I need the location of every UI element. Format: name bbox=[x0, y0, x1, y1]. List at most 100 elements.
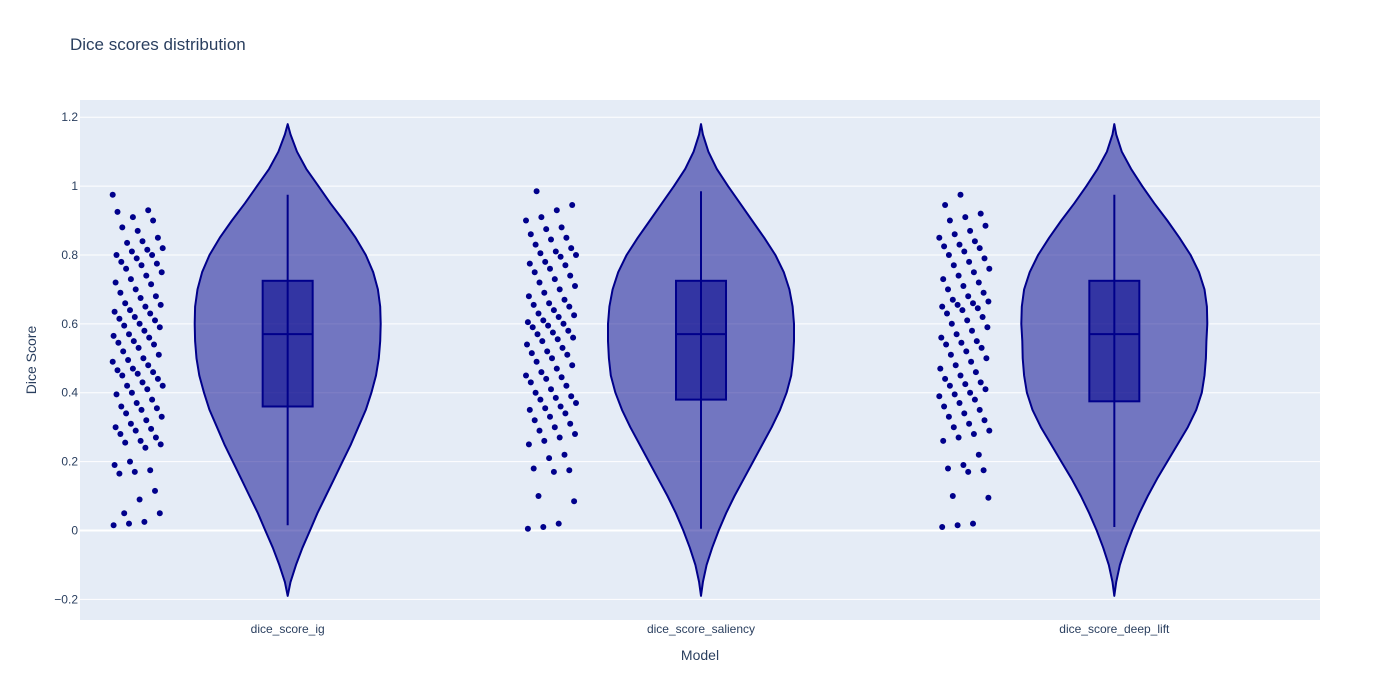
data-point bbox=[954, 522, 961, 529]
data-point bbox=[124, 382, 131, 389]
data-point bbox=[127, 276, 134, 283]
y-tick-label: 0.2 bbox=[61, 455, 78, 469]
data-point bbox=[966, 420, 973, 427]
data-point bbox=[976, 245, 983, 252]
data-point bbox=[938, 334, 945, 341]
data-point bbox=[945, 252, 952, 258]
data-point bbox=[145, 207, 152, 214]
data-point bbox=[129, 214, 136, 221]
data-point bbox=[539, 338, 546, 345]
data-point bbox=[158, 413, 165, 420]
data-point bbox=[139, 238, 146, 245]
data-point bbox=[559, 344, 566, 351]
data-point bbox=[561, 296, 568, 303]
data-point bbox=[965, 468, 972, 475]
data-point bbox=[533, 358, 540, 365]
data-point bbox=[945, 286, 951, 293]
data-point bbox=[976, 406, 983, 413]
data-point bbox=[128, 248, 135, 255]
data-point bbox=[136, 320, 143, 327]
data-point bbox=[541, 437, 548, 444]
data-point bbox=[157, 441, 164, 448]
data-point bbox=[552, 394, 559, 401]
data-point bbox=[542, 258, 549, 265]
data-point bbox=[951, 231, 958, 238]
data-point bbox=[152, 434, 159, 441]
data-point bbox=[533, 188, 540, 195]
data-point bbox=[110, 332, 117, 339]
data-point bbox=[128, 389, 135, 396]
data-point bbox=[949, 493, 956, 499]
data-point bbox=[127, 420, 134, 427]
data-point bbox=[956, 241, 963, 248]
data-point bbox=[945, 465, 951, 472]
data-point bbox=[571, 312, 578, 319]
data-point bbox=[970, 269, 977, 276]
data-point bbox=[139, 379, 146, 386]
x-axis-categories: dice_score_ig dice_score_saliency dice_sco… bbox=[251, 622, 1170, 636]
data-point bbox=[560, 320, 567, 327]
data-point bbox=[525, 293, 532, 300]
data-point bbox=[568, 245, 575, 252]
data-point bbox=[941, 403, 948, 410]
data-point bbox=[571, 498, 578, 505]
y-tick-label: 1 bbox=[71, 179, 78, 193]
data-point bbox=[118, 403, 125, 410]
data-point bbox=[951, 391, 958, 398]
data-point bbox=[122, 439, 129, 446]
data-point bbox=[149, 252, 156, 258]
data-point bbox=[538, 214, 545, 221]
data-point bbox=[531, 269, 538, 276]
data-point bbox=[110, 522, 117, 529]
data-point bbox=[948, 320, 955, 327]
data-point bbox=[150, 217, 157, 224]
violin-group bbox=[936, 123, 1209, 597]
data-point bbox=[153, 260, 160, 267]
data-point bbox=[957, 372, 964, 379]
data-point bbox=[117, 289, 124, 296]
data-point bbox=[939, 524, 946, 530]
data-point bbox=[137, 295, 144, 301]
data-point bbox=[116, 470, 123, 477]
data-point bbox=[524, 525, 531, 532]
data-point bbox=[138, 406, 145, 413]
y-tick-label: 0.8 bbox=[61, 248, 78, 262]
data-point bbox=[116, 315, 123, 322]
data-point bbox=[553, 207, 560, 214]
data-point bbox=[146, 334, 153, 341]
data-point bbox=[548, 386, 554, 393]
y-tick-label: 1.2 bbox=[61, 110, 78, 124]
data-point bbox=[118, 258, 125, 265]
data-point bbox=[975, 451, 982, 458]
data-point bbox=[528, 350, 535, 357]
data-point bbox=[982, 386, 989, 393]
data-point bbox=[124, 239, 131, 246]
data-point bbox=[939, 303, 946, 310]
data-point bbox=[541, 289, 548, 296]
data-point bbox=[524, 319, 531, 326]
data-point bbox=[111, 462, 118, 468]
data-point bbox=[543, 375, 550, 382]
data-point bbox=[114, 208, 121, 215]
data-point bbox=[535, 310, 542, 317]
data-point bbox=[977, 379, 984, 386]
data-point bbox=[546, 455, 553, 462]
chart-title: Dice scores distribution bbox=[70, 35, 246, 54]
data-point bbox=[566, 303, 573, 310]
data-point bbox=[572, 283, 578, 289]
data-point bbox=[974, 305, 981, 312]
data-point bbox=[946, 382, 953, 389]
data-point bbox=[967, 227, 974, 234]
data-point bbox=[564, 351, 571, 358]
y-axis-title: Dice Score bbox=[23, 326, 39, 395]
data-point bbox=[962, 381, 969, 388]
data-point bbox=[985, 494, 992, 501]
data-point bbox=[972, 369, 979, 376]
data-point bbox=[534, 331, 541, 338]
data-point bbox=[120, 348, 127, 355]
data-point bbox=[113, 391, 120, 398]
data-point bbox=[964, 317, 971, 324]
data-point bbox=[573, 252, 579, 258]
data-point bbox=[141, 327, 148, 334]
data-point bbox=[982, 222, 989, 229]
